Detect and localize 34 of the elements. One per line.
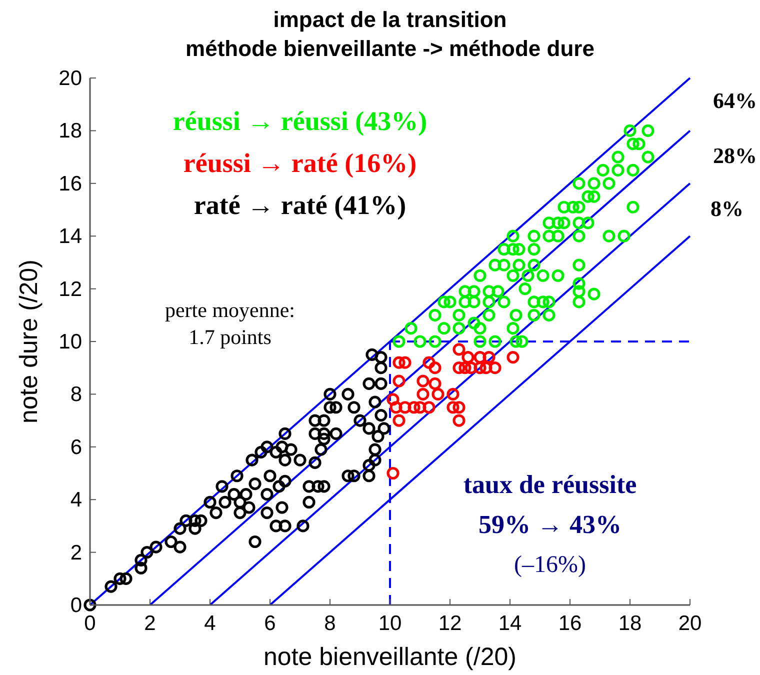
y-tick-label: 10 <box>58 330 82 354</box>
y-tick-label: 18 <box>58 120 82 143</box>
x-tick-label: 16 <box>558 612 582 635</box>
text: réussi → raté (16%) <box>183 148 417 178</box>
chart-title: impact de la transition méthode bienveillante -> méthode dure <box>186 7 594 61</box>
x-tick-label: 12 <box>438 612 462 635</box>
y-tick-label: 20 <box>58 67 82 90</box>
x-tick-label: 6 <box>264 612 276 635</box>
x-tick-label: 14 <box>498 612 522 635</box>
x-axis-title: note bienveillante (/20) <box>264 643 516 671</box>
y-tick-label: 6 <box>70 436 82 459</box>
annotation: 59% → 43% <box>478 510 622 539</box>
y-tick-label: 16 <box>58 172 82 196</box>
text: raté → raté (41%) <box>194 190 406 220</box>
x-tick-label: 4 <box>204 612 216 635</box>
y-tick-label: 8 <box>70 383 82 406</box>
text: 8% <box>710 196 744 221</box>
y-tick-label: 2 <box>70 541 82 564</box>
x-tick-label: 8 <box>324 612 336 635</box>
y-tick-label: 0 <box>70 594 82 617</box>
y-tick-label: 12 <box>58 278 82 301</box>
y-axis-title: note dure (/20) <box>15 260 43 424</box>
text: 64% <box>713 88 757 113</box>
text: réussi → réussi (43%) <box>172 106 428 136</box>
annotation: taux de réussite <box>463 470 637 499</box>
text: 28% <box>713 143 757 168</box>
x-tick-label: 18 <box>618 612 642 635</box>
y-tick-label: 4 <box>70 488 82 512</box>
annotation: (–16%) <box>514 552 586 578</box>
annotation: perte moyenne: 1.7 points <box>164 298 296 349</box>
x-tick-label: 10 <box>378 612 402 635</box>
x-tick-label: 20 <box>678 612 702 635</box>
y-tick-label: 14 <box>58 225 82 248</box>
x-tick-label: 2 <box>144 612 156 635</box>
